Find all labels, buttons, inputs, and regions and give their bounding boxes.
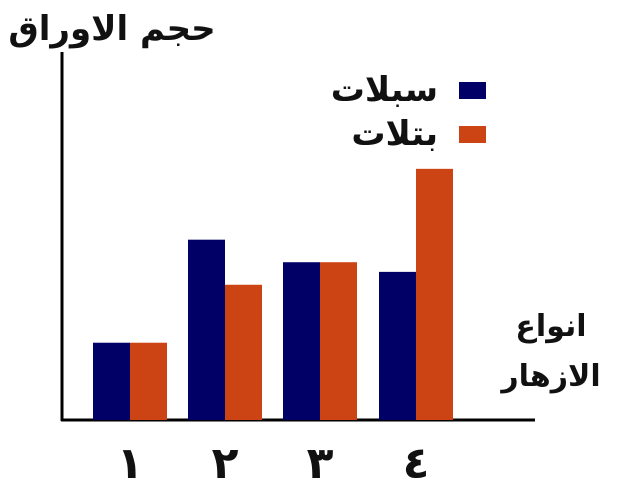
bar-petals-2 bbox=[225, 284, 262, 420]
bar-petals-4 bbox=[416, 168, 453, 420]
bar-sepals-4 bbox=[379, 271, 416, 420]
bar-petals-3 bbox=[320, 262, 357, 420]
legend: سبلات بتلات bbox=[331, 70, 486, 154]
legend-swatch-sepals bbox=[459, 82, 486, 99]
bars-group bbox=[93, 168, 453, 420]
x-tick-labels: ١ ٢ ٣ ٤ bbox=[117, 438, 430, 489]
legend-label-petals: بتلات bbox=[351, 114, 438, 154]
x-tick-label-4: ٤ bbox=[403, 438, 430, 489]
legend-label-sepals: سبلات bbox=[331, 70, 438, 110]
x-tick-label-3: ٣ bbox=[307, 438, 334, 489]
legend-swatch-petals bbox=[459, 126, 486, 143]
bar-sepals-3 bbox=[283, 262, 320, 420]
x-axis-label-line-1: انواع bbox=[515, 309, 586, 344]
x-tick-label-1: ١ bbox=[117, 438, 144, 489]
x-axis-label-line-2: الازهار bbox=[499, 359, 600, 394]
y-axis-label: حجم الاوراق bbox=[8, 9, 215, 49]
bar-sepals-2 bbox=[188, 239, 225, 420]
x-tick-label-2: ٢ bbox=[212, 438, 239, 489]
bar-petals-1 bbox=[130, 342, 167, 420]
bar-sepals-1 bbox=[93, 342, 130, 420]
